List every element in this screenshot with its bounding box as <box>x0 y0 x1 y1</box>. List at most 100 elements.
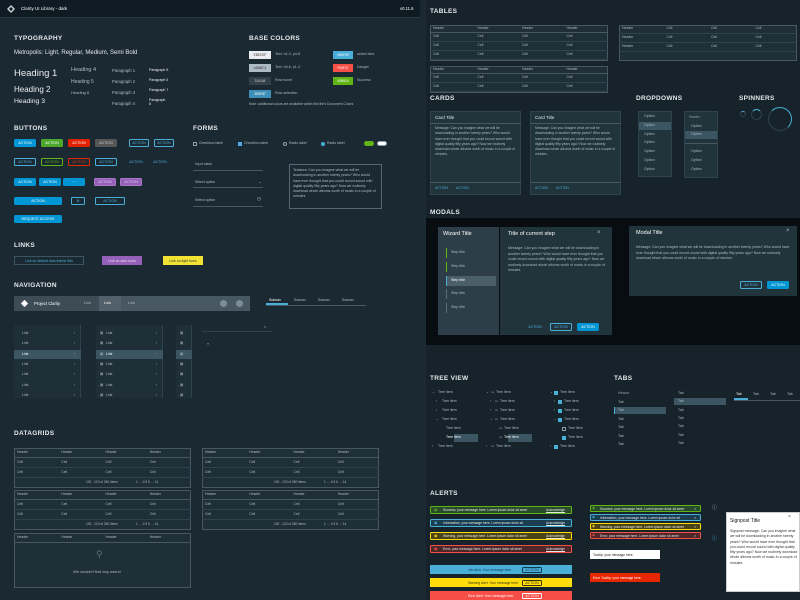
radio-unchecked[interactable] <box>283 142 287 146</box>
caret-icon[interactable]: ⌄ <box>554 417 557 421</box>
dropdown-option[interactable]: Option <box>644 131 655 136</box>
tree-checkbox[interactable] <box>558 400 562 404</box>
datagrid-row[interactable]: Cell Cell Cell Cell <box>202 470 379 478</box>
column-header[interactable]: Header <box>293 450 305 454</box>
caret-icon[interactable]: › <box>436 399 438 403</box>
column-header[interactable]: Header <box>205 492 217 496</box>
action-button[interactable]: ACTION <box>129 139 149 147</box>
dropdown-option[interactable]: Option <box>691 158 702 162</box>
column-header[interactable]: Header <box>337 492 349 496</box>
card-action[interactable]: ACTION <box>435 186 448 190</box>
dropdown-option[interactable]: Option <box>644 166 655 171</box>
tree-checkbox[interactable] <box>558 418 562 422</box>
sidenav-link[interactable] <box>176 360 192 369</box>
close-icon[interactable]: × <box>788 514 791 520</box>
vertical-tab[interactable]: Header <box>618 391 630 395</box>
dropdown-option[interactable]: Option <box>644 122 655 127</box>
column-header[interactable]: Header <box>17 450 29 454</box>
subnav-active[interactable] <box>266 296 288 305</box>
caret-icon[interactable]: ⌄ <box>436 417 439 421</box>
horizontal-tab[interactable]: Tab <box>787 392 793 396</box>
subnav-3[interactable]: Subnav <box>318 298 330 302</box>
column-header[interactable]: Header <box>249 450 261 454</box>
tree-item[interactable]: Tree item <box>504 435 519 439</box>
sidenav-link[interactable] <box>176 370 192 379</box>
wizard-step[interactable] <box>446 303 496 314</box>
tree-checkbox[interactable] <box>562 436 566 440</box>
wizard-action-primary[interactable]: ACTION <box>577 323 599 331</box>
modal-action-primary[interactable]: ACTION <box>767 281 789 289</box>
icon-button[interactable]: ⚙ <box>71 197 85 205</box>
textarea[interactable]: Textarea: Can you imagine what we will b… <box>289 164 382 209</box>
card-action[interactable]: ACTION <box>556 186 569 190</box>
dropdown-option[interactable]: Option <box>644 158 655 162</box>
vertical-tab[interactable]: Tab <box>618 433 624 438</box>
vertical-tab[interactable]: Tab <box>618 399 624 404</box>
toggle-off[interactable] <box>377 141 387 146</box>
dropdown-option[interactable]: Option <box>691 167 702 171</box>
dropdown-option[interactable]: Option <box>691 124 702 128</box>
column-header[interactable]: Header <box>105 450 117 454</box>
dropdown-option[interactable]: Option <box>691 149 702 153</box>
tree-item[interactable]: Tree item <box>446 426 461 430</box>
nav-link-active[interactable] <box>99 296 121 311</box>
nav-link-1[interactable]: Link <box>84 301 91 305</box>
caret-icon[interactable]: › <box>554 399 556 403</box>
action-button[interactable]: ACTION <box>68 158 90 166</box>
wizard-step[interactable] <box>446 275 496 286</box>
column-header[interactable]: Header <box>149 492 161 496</box>
caret-icon[interactable]: ⌄ <box>486 390 489 394</box>
tree-item[interactable]: Tree item <box>560 444 575 448</box>
column-header[interactable]: Header <box>249 492 261 496</box>
input-field[interactable]: Input value <box>195 162 213 166</box>
vertical-tab[interactable]: Tab <box>678 391 684 395</box>
link-default-box[interactable]: Link on default dark theme 90s <box>14 256 84 265</box>
action-button[interactable]: ACTION <box>120 178 142 186</box>
tree-item[interactable]: Tree item <box>568 426 583 430</box>
header-brand-area[interactable] <box>14 296 99 311</box>
datagrid-row[interactable]: Cell Cell Cell Cell <box>14 470 191 478</box>
settings-icon[interactable] <box>236 300 243 307</box>
tree-checkbox[interactable] <box>558 409 562 413</box>
link-dark[interactable]: Link on dark hues <box>108 258 136 263</box>
column-header[interactable]: Header <box>337 450 349 454</box>
tree-item[interactable]: Tree item <box>496 390 511 394</box>
action-button[interactable]: ACTION <box>95 197 125 205</box>
tree-item[interactable]: Tree item <box>438 444 453 448</box>
tree-item[interactable]: Tree item <box>564 399 579 403</box>
action-button[interactable]: ACTION <box>14 178 36 186</box>
nav-link-3[interactable]: Link <box>128 301 135 305</box>
vertical-tab[interactable]: Tab <box>678 399 684 404</box>
checkbox-checked[interactable] <box>238 142 242 146</box>
vertical-tab[interactable]: Tab <box>618 408 624 412</box>
app-alert-action[interactable]: ACTION <box>522 592 542 599</box>
column-header[interactable]: Header <box>105 492 117 496</box>
vertical-tab[interactable]: Tab <box>678 440 684 445</box>
subnav-4[interactable]: Subnav <box>342 298 354 302</box>
vertical-tab[interactable]: Tab <box>678 432 684 437</box>
caret-icon[interactable]: › <box>432 444 434 448</box>
collapse-icon[interactable]: « <box>207 341 210 346</box>
wizard-action-outline[interactable]: ACTION <box>550 323 572 331</box>
wizard-step[interactable] <box>446 261 496 272</box>
column-header[interactable]: Header <box>61 535 73 539</box>
caret-icon[interactable]: ⌄ <box>490 417 493 421</box>
caret-icon[interactable]: ⌄ <box>432 390 435 394</box>
close-icon[interactable]: × <box>786 228 790 234</box>
sidenav-link[interactable] <box>176 381 192 390</box>
vertical-tab[interactable]: Tab <box>678 407 684 412</box>
subnav-1[interactable]: Subnav <box>269 298 281 302</box>
close-icon[interactable]: × <box>694 523 697 529</box>
nav-brand[interactable]: Project Clarity <box>34 301 61 306</box>
vertical-tab[interactable]: Tab <box>678 424 684 429</box>
datagrid-row[interactable]: Cell Cell Cell Cell <box>14 460 191 468</box>
wizard-step[interactable] <box>446 248 496 258</box>
subnav-2[interactable]: Subnav <box>294 298 306 302</box>
close-icon[interactable]: × <box>694 505 697 511</box>
tree-item[interactable]: Tree item <box>442 408 457 412</box>
action-button[interactable]: ACTION <box>95 158 117 166</box>
action-button[interactable]: ACTION <box>153 160 167 164</box>
column-header[interactable]: Header <box>205 450 217 454</box>
action-button[interactable]: ACTION <box>154 139 174 147</box>
checkbox-unchecked[interactable] <box>193 142 197 146</box>
